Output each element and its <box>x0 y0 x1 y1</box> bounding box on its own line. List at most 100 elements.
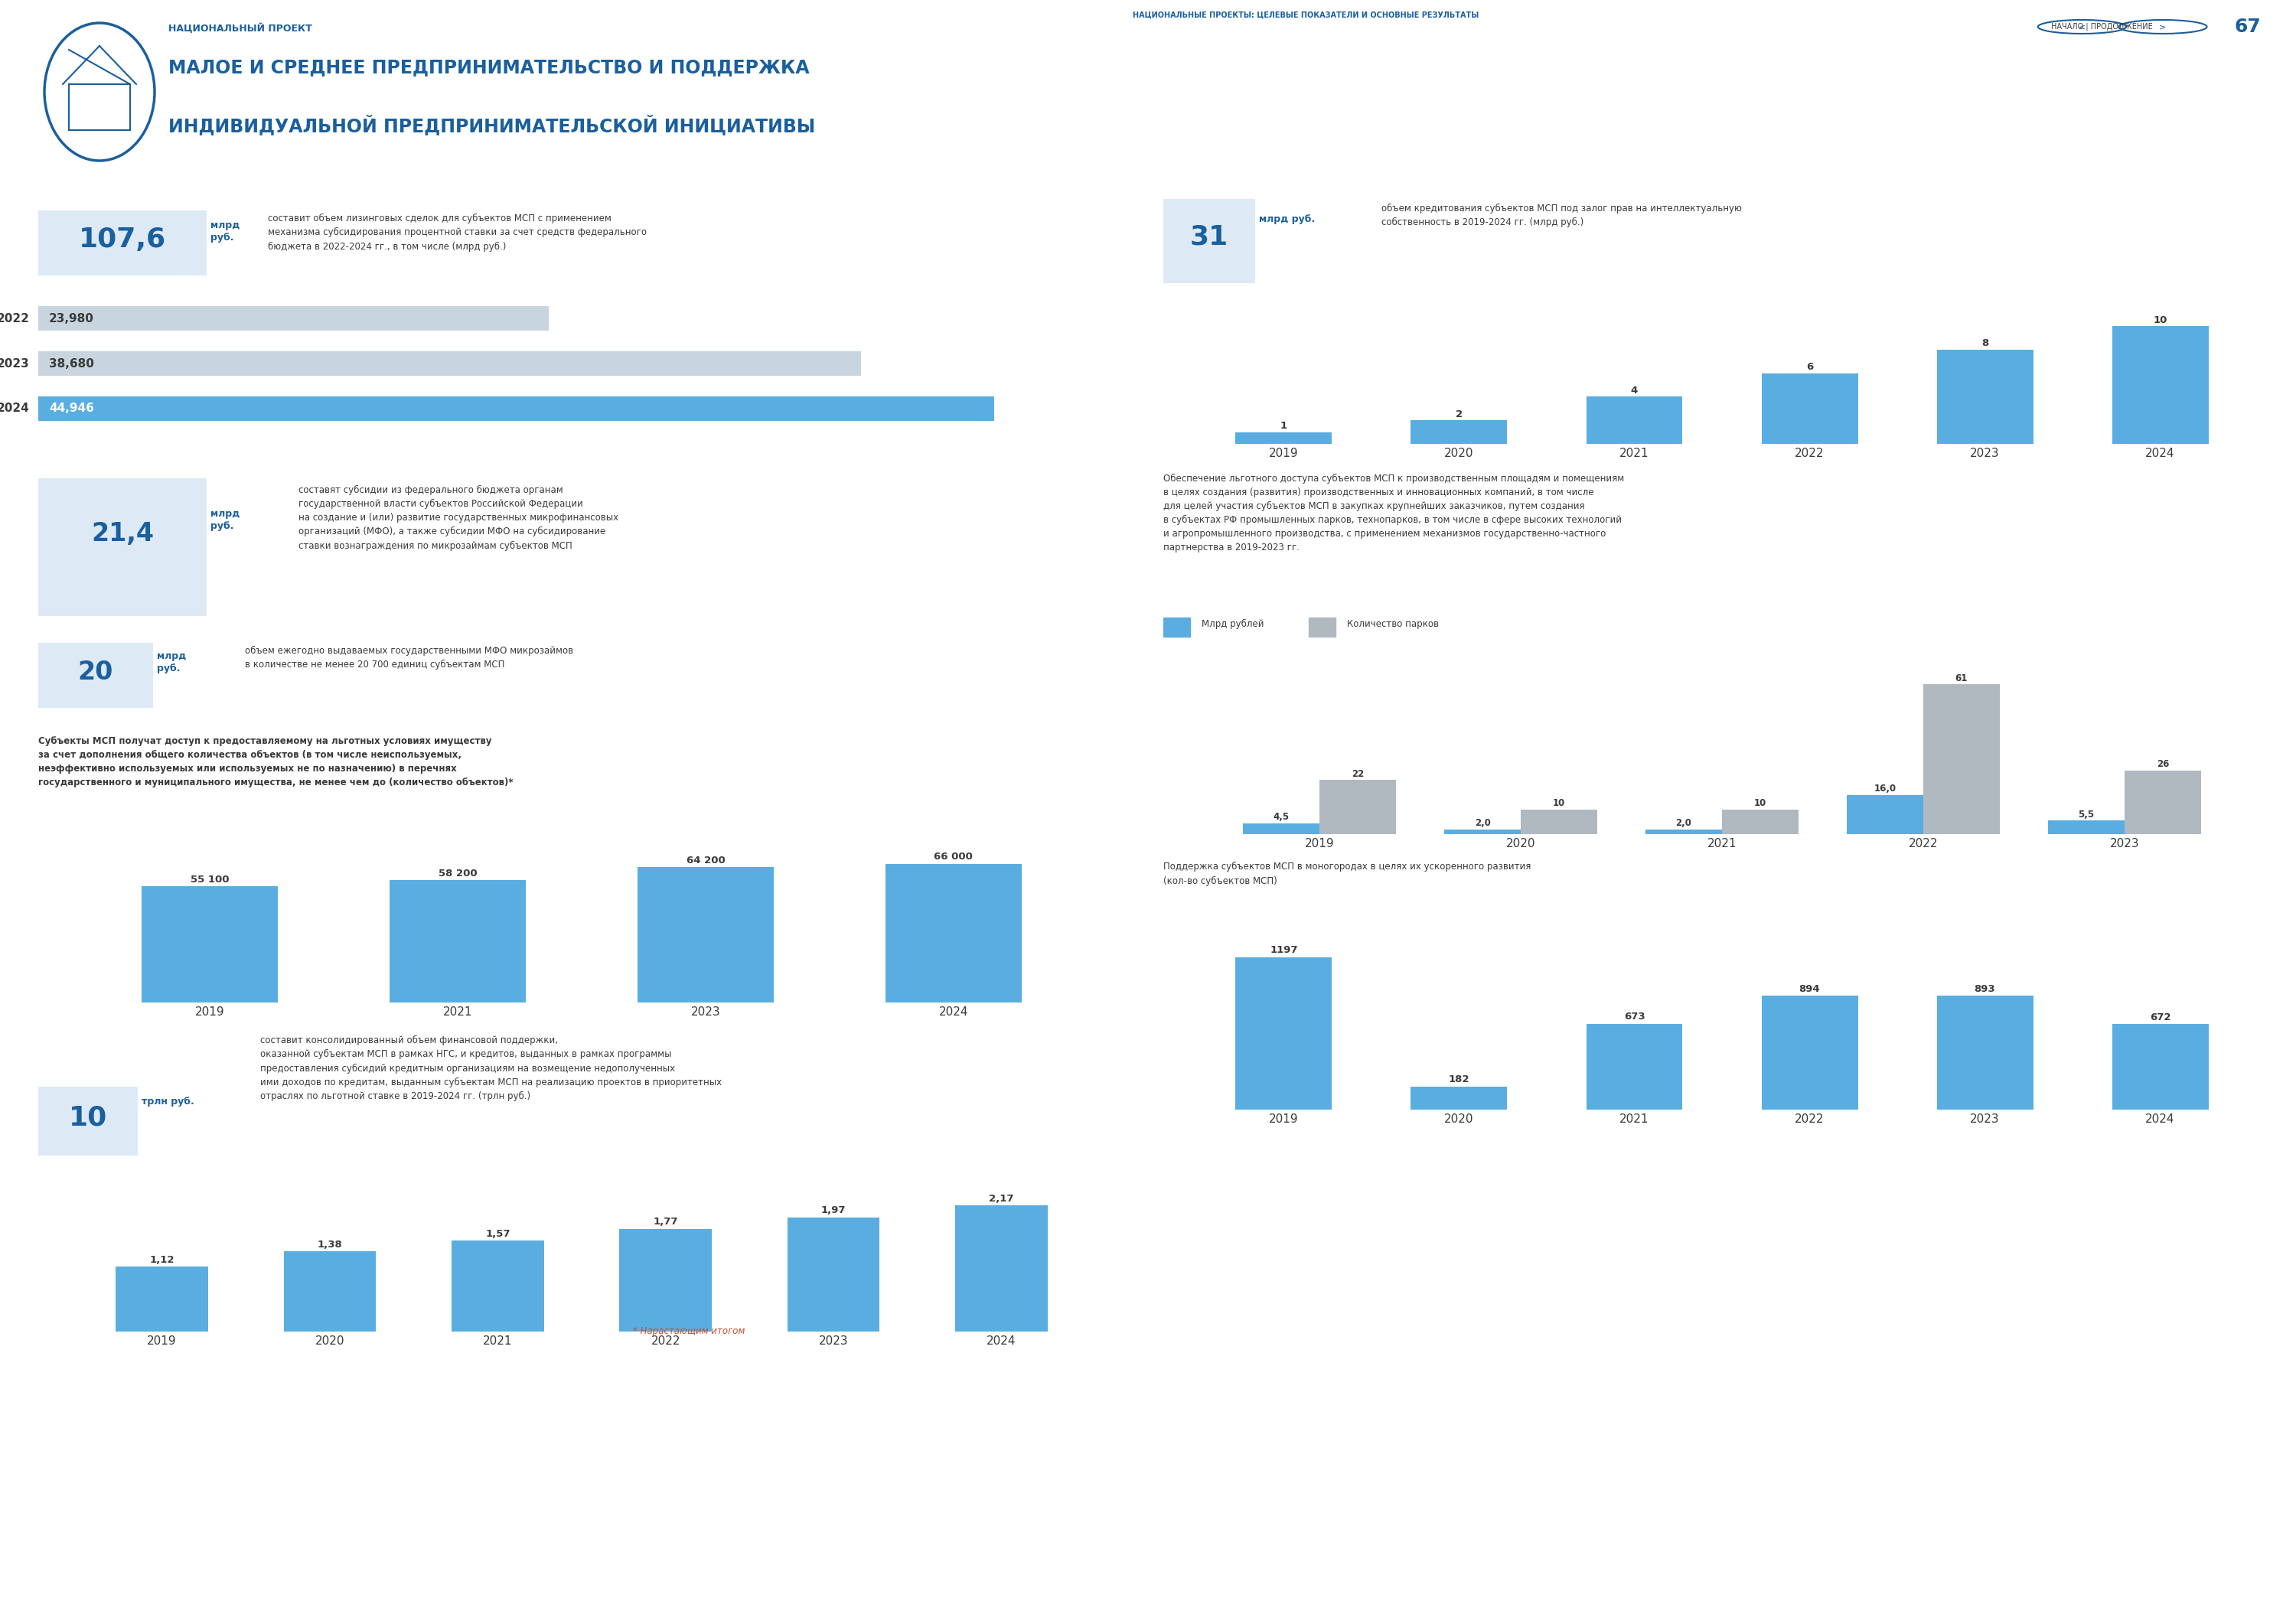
Bar <box>1924 684 2000 834</box>
Bar <box>1587 1024 1683 1109</box>
Text: 894: 894 <box>1800 983 1821 994</box>
Text: 1,57: 1,57 <box>484 1229 510 1239</box>
Text: 1197: 1197 <box>1270 944 1297 956</box>
Bar <box>1938 996 2034 1109</box>
Text: НАЧАЛО | ПРОДОЛЖЕНИЕ: НАЧАЛО | ПРОДОЛЖЕНИЕ <box>2050 23 2151 31</box>
Text: 26: 26 <box>2156 760 2170 770</box>
Text: Обеспечение льготного доступа субъектов МСП к производственным площадям и помеще: Обеспечение льготного доступа субъектов … <box>1164 474 1623 553</box>
Text: 1: 1 <box>1281 420 1288 430</box>
Text: 2,17: 2,17 <box>990 1193 1015 1203</box>
Text: >: > <box>2158 23 2167 31</box>
Text: млрд
руб.: млрд руб. <box>156 652 186 674</box>
Bar <box>2112 327 2209 443</box>
Text: 66 000: 66 000 <box>934 852 974 862</box>
Text: 2,0: 2,0 <box>1474 818 1490 828</box>
Text: 893: 893 <box>1975 983 1995 994</box>
Text: <: < <box>2078 23 2085 31</box>
Text: 1,97: 1,97 <box>822 1206 845 1216</box>
Bar <box>955 1206 1047 1331</box>
Bar <box>1320 779 1396 834</box>
Bar <box>1722 810 1798 834</box>
Text: 673: 673 <box>1623 1012 1644 1022</box>
Text: 5,5: 5,5 <box>2078 810 2094 820</box>
Bar <box>2048 821 2124 834</box>
Bar <box>2124 770 2202 834</box>
Text: * Нарастающим итогом: * Нарастающим итогом <box>634 1326 744 1337</box>
Bar <box>1444 830 1520 834</box>
Text: 10: 10 <box>1552 799 1566 808</box>
Text: млрд
руб.: млрд руб. <box>211 220 239 243</box>
Text: 10: 10 <box>2154 315 2167 325</box>
Text: 2024: 2024 <box>0 403 30 414</box>
Text: 1,77: 1,77 <box>652 1218 677 1227</box>
Bar <box>1242 823 1320 834</box>
Text: ИНДИВИДУАЛЬНОЙ ПРЕДПРИНИМАТЕЛЬСКОЙ ИНИЦИАТИВЫ: ИНДИВИДУАЛЬНОЙ ПРЕДПРИНИМАТЕЛЬСКОЙ ИНИЦИ… <box>168 115 815 136</box>
Text: 64 200: 64 200 <box>687 855 726 865</box>
Text: 20: 20 <box>78 660 113 684</box>
Text: 4: 4 <box>1630 385 1637 396</box>
Bar <box>1761 374 1857 443</box>
Text: Поддержка субъектов МСП в моногородах в целях их ускоренного развития
(кол-во су: Поддержка субъектов МСП в моногородах в … <box>1164 862 1531 886</box>
Text: млрд
руб.: млрд руб. <box>211 509 239 532</box>
Text: 4,5: 4,5 <box>1274 812 1290 821</box>
Text: 2: 2 <box>1456 409 1463 419</box>
Bar <box>1646 830 1722 834</box>
Bar <box>788 1218 879 1331</box>
Text: 22: 22 <box>1352 770 1364 779</box>
Bar <box>1235 432 1332 443</box>
Bar <box>1938 349 2034 443</box>
Text: 2022: 2022 <box>0 312 30 325</box>
Text: 58 200: 58 200 <box>439 868 478 878</box>
Bar <box>2112 1024 2209 1109</box>
Text: Млрд рублей: Млрд рублей <box>1201 619 1263 629</box>
Text: 107,6: 107,6 <box>78 226 165 252</box>
Text: 21,4: 21,4 <box>92 521 154 547</box>
Bar <box>1520 810 1598 834</box>
Text: составит консолидированный объем финансовой поддержки,
оказанной субъектам МСП в: составит консолидированный объем финансо… <box>259 1035 721 1101</box>
Text: трлн руб.: трлн руб. <box>142 1096 195 1106</box>
Text: 16,0: 16,0 <box>1874 784 1896 794</box>
Text: 55 100: 55 100 <box>191 875 230 884</box>
Text: 672: 672 <box>2149 1012 2170 1022</box>
Text: НАЦИОНАЛЬНЫЕ ПРОЕКТЫ: ЦЕЛЕВЫЕ ПОКАЗАТЕЛИ И ОСНОВНЫЕ РЕЗУЛЬТАТЫ: НАЦИОНАЛЬНЫЕ ПРОЕКТЫ: ЦЕЛЕВЫЕ ПОКАЗАТЕЛИ… <box>1132 11 1479 19</box>
Bar <box>1410 1087 1506 1109</box>
Bar <box>638 867 774 1003</box>
Bar <box>39 351 861 375</box>
Bar <box>1235 957 1332 1109</box>
Text: 6: 6 <box>1807 362 1814 372</box>
Text: 10: 10 <box>69 1104 108 1130</box>
Text: 61: 61 <box>1956 673 1968 684</box>
Text: 1,38: 1,38 <box>317 1240 342 1250</box>
Bar <box>115 1266 209 1331</box>
Text: составят субсидии из федерального бюджета органам
государственной власти субъект: составят субсидии из федерального бюджет… <box>298 485 618 551</box>
Text: 8: 8 <box>1981 338 1988 349</box>
Text: НАЦИОНАЛЬНЫЙ ПРОЕКТ: НАЦИОНАЛЬНЫЙ ПРОЕКТ <box>168 23 312 34</box>
Bar <box>620 1229 712 1331</box>
Bar <box>452 1240 544 1331</box>
Bar <box>1410 420 1506 443</box>
Text: Количество парков: Количество парков <box>1348 619 1440 629</box>
Text: составит объем лизинговых сделок для субъектов МСП с применением
механизма субси: составит объем лизинговых сделок для суб… <box>269 213 647 252</box>
Bar <box>39 306 549 331</box>
Bar <box>142 886 278 1003</box>
Bar <box>1164 618 1189 637</box>
Bar <box>285 1252 377 1331</box>
Text: 44,946: 44,946 <box>48 403 94 414</box>
Text: объем ежегодно выдаваемых государственными МФО микрозаймов
в количестве не менее: объем ежегодно выдаваемых государственны… <box>246 647 574 669</box>
Text: Субъекты МСП получат доступ к предоставляемому на льготных условиях имуществу
за: Субъекты МСП получат доступ к предоставл… <box>39 736 514 787</box>
Text: 67: 67 <box>2234 18 2262 36</box>
Text: 38,680: 38,680 <box>48 357 94 369</box>
Text: 1,12: 1,12 <box>149 1255 174 1264</box>
Bar <box>1587 396 1683 443</box>
Bar <box>1846 796 1924 834</box>
Text: МАЛОЕ И СРЕДНЕЕ ПРЕДПРИНИМАТЕЛЬСТВО И ПОДДЕРЖКА: МАЛОЕ И СРЕДНЕЕ ПРЕДПРИНИМАТЕЛЬСТВО И ПО… <box>168 58 810 76</box>
Bar <box>1309 618 1336 637</box>
Text: 2,0: 2,0 <box>1676 818 1692 828</box>
Text: млрд руб.: млрд руб. <box>1258 213 1316 225</box>
Text: 10: 10 <box>1754 799 1766 808</box>
Bar <box>39 396 994 420</box>
Text: 31: 31 <box>1189 223 1228 251</box>
Text: 23,980: 23,980 <box>48 312 94 325</box>
Text: 182: 182 <box>1449 1075 1469 1085</box>
Bar <box>390 880 526 1003</box>
